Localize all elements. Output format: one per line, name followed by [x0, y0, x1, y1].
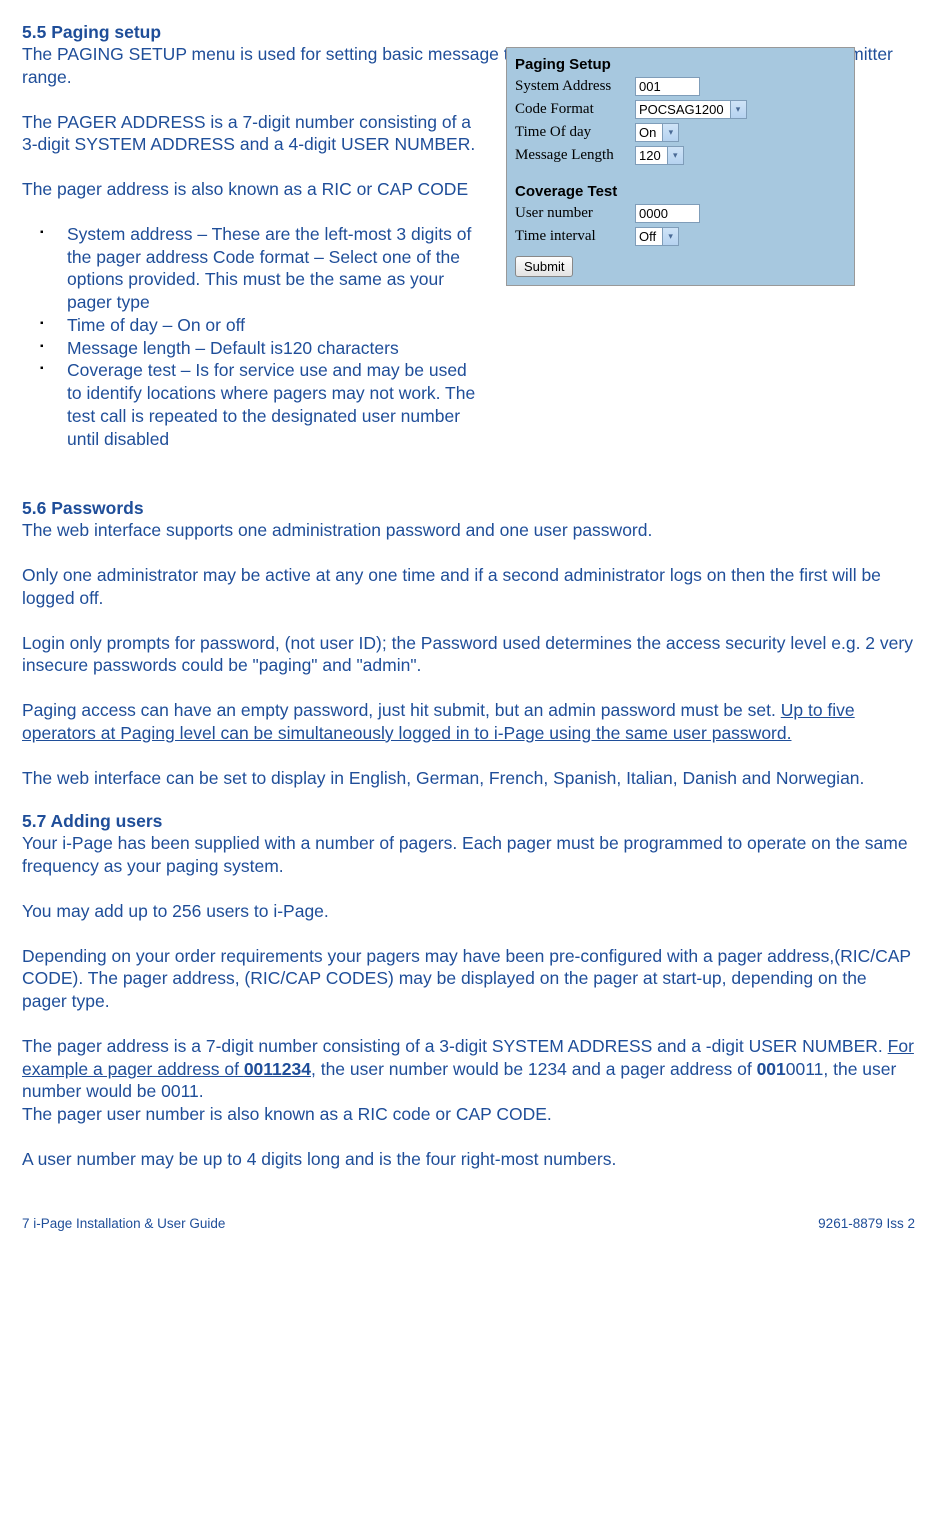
- paragraph: A user number may be up to 4 digits long…: [22, 1148, 915, 1171]
- paragraph: Only one administrator may be active at …: [22, 564, 915, 610]
- form-label: Time interval: [515, 228, 635, 245]
- paragraph: The web interface can be set to display …: [22, 767, 915, 790]
- form-row-time-of-day: Time Of day On ▾: [515, 123, 846, 142]
- list-item: System address – These are the left-most…: [22, 223, 482, 314]
- paragraph: The pager address is a 7-digit number co…: [22, 1035, 915, 1103]
- text-span: , the user number would be 1234 and a pa…: [311, 1059, 757, 1079]
- form-panel: Paging Setup System Address 001 Code For…: [507, 48, 854, 285]
- text-span: Paging access can have an empty password…: [22, 700, 781, 720]
- list-item: Time of day – On or off: [22, 314, 482, 337]
- bullet-list: System address – These are the left-most…: [22, 223, 482, 451]
- user-number-input[interactable]: 0000: [635, 204, 700, 223]
- select-value: 120: [639, 148, 667, 163]
- footer-right: 9261-8879 Iss 2: [818, 1216, 915, 1231]
- list-item: Coverage test – Is for service use and m…: [22, 359, 482, 450]
- system-address-input[interactable]: 001: [635, 77, 700, 96]
- select-value: On: [639, 125, 662, 140]
- paragraph: Depending on your order requirements you…: [22, 945, 915, 1013]
- paragraph: Login only prompts for password, (not us…: [22, 632, 915, 678]
- heading-5-6: 5.6 Passwords: [22, 498, 915, 519]
- submit-button[interactable]: Submit: [515, 256, 573, 277]
- form-row-user-number: User number 0000: [515, 204, 846, 223]
- form-heading-paging-setup: Paging Setup: [515, 56, 846, 73]
- code-format-select[interactable]: POCSAG1200 ▾: [635, 100, 747, 119]
- list-item: Message length – Default is120 character…: [22, 337, 482, 360]
- chevron-down-icon: ▾: [730, 101, 746, 118]
- paragraph: The web interface supports one administr…: [22, 519, 915, 542]
- select-value: POCSAG1200: [639, 102, 730, 117]
- paragraph: Paging access can have an empty password…: [22, 699, 915, 745]
- text-span: The pager address is a 7-digit number co…: [22, 1036, 888, 1056]
- form-label: Code Format: [515, 101, 635, 118]
- section-5-5-block: Paging Setup System Address 001 Code For…: [22, 22, 915, 450]
- bold-text: 0011234: [244, 1059, 311, 1079]
- paragraph: You may add up to 256 users to i-Page.: [22, 900, 915, 923]
- chevron-down-icon: ▾: [662, 124, 678, 141]
- chevron-down-icon: ▾: [662, 228, 678, 245]
- chevron-down-icon: ▾: [667, 147, 683, 164]
- form-label: Message Length: [515, 147, 635, 164]
- paging-setup-form-image: Paging Setup System Address 001 Code For…: [506, 47, 855, 286]
- form-row-code-format: Code Format POCSAG1200 ▾: [515, 100, 846, 119]
- paragraph: The PAGER ADDRESS is a 7-digit number co…: [22, 111, 482, 157]
- paragraph: The pager address is also known as a RIC…: [22, 178, 482, 201]
- heading-5-7: 5.7 Adding users: [22, 811, 915, 832]
- paragraph: Your i-Page has been supplied with a num…: [22, 832, 915, 878]
- time-interval-select[interactable]: Off ▾: [635, 227, 679, 246]
- form-label: User number: [515, 205, 635, 222]
- bold-text: 001: [757, 1059, 786, 1079]
- form-row-system-address: System Address 001: [515, 77, 846, 96]
- form-label: System Address: [515, 78, 635, 95]
- form-label: Time Of day: [515, 124, 635, 141]
- page-footer: 7 i-Page Installation & User Guide 9261-…: [22, 1216, 915, 1231]
- footer-left: 7 i-Page Installation & User Guide: [22, 1216, 225, 1231]
- form-heading-coverage-test: Coverage Test: [515, 183, 846, 200]
- paragraph: The pager user number is also known as a…: [22, 1103, 915, 1126]
- message-length-select[interactable]: 120 ▾: [635, 146, 684, 165]
- form-row-time-interval: Time interval Off ▾: [515, 227, 846, 246]
- heading-5-5: 5.5 Paging setup: [22, 22, 915, 43]
- form-row-message-length: Message Length 120 ▾: [515, 146, 846, 165]
- time-of-day-select[interactable]: On ▾: [635, 123, 679, 142]
- select-value: Off: [639, 229, 662, 244]
